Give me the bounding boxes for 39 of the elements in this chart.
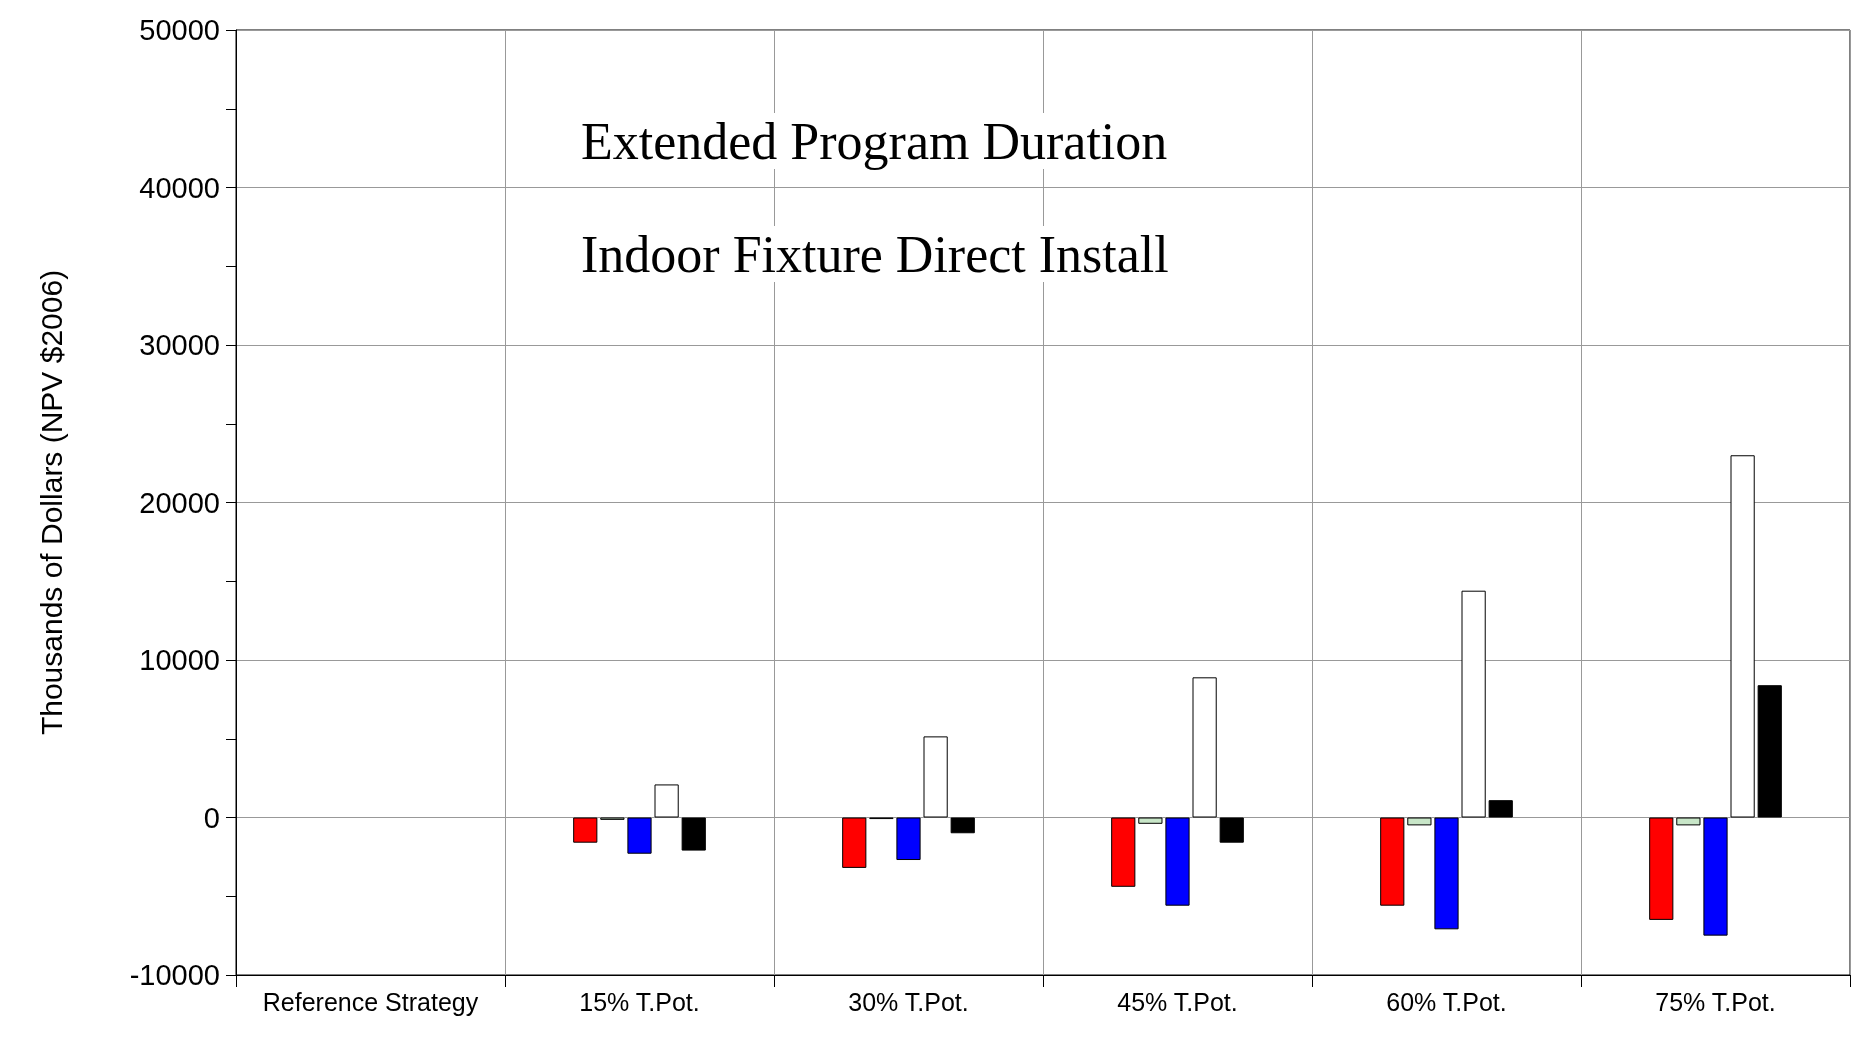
x-tick-label: 45% T.Pot. — [1117, 987, 1238, 1016]
y-axis-title: Thousands of Dollars (NPV $2006) — [34, 269, 68, 736]
bar — [1138, 817, 1163, 824]
bar — [842, 817, 867, 868]
y-tick-label: 20000 — [139, 486, 220, 519]
bar — [923, 736, 948, 818]
bar — [1676, 817, 1701, 826]
bar — [1111, 817, 1136, 887]
x-tick-label: 15% T.Pot. — [579, 987, 700, 1016]
text: Extended Program Duration — [581, 112, 1168, 170]
bar — [896, 817, 921, 861]
bar — [654, 784, 679, 818]
bar — [1488, 800, 1513, 818]
y-tick-label: 40000 — [139, 171, 220, 204]
x-tick-label: 60% T.Pot. — [1386, 987, 1507, 1016]
y-tick-label: 30000 — [139, 329, 220, 361]
y-tick-label: 0 — [203, 801, 220, 834]
bar — [1703, 817, 1728, 936]
bar — [1649, 817, 1674, 920]
text: Indoor Fixture Direct Install — [581, 225, 1169, 283]
bar — [1730, 455, 1755, 818]
y-tick-label: 10000 — [139, 644, 220, 676]
bar — [627, 817, 652, 854]
x-tick-label: 30% T.Pot. — [848, 987, 969, 1016]
bar — [950, 817, 975, 834]
bar — [1461, 590, 1486, 818]
bar — [1192, 677, 1217, 818]
x-tick-label: Reference Strategy — [262, 987, 479, 1016]
bar — [573, 817, 598, 843]
bar — [681, 817, 706, 851]
bar — [1219, 817, 1244, 843]
bar — [1407, 817, 1432, 826]
x-tick-label: 75% T.Pot. — [1655, 987, 1776, 1016]
bar — [1165, 817, 1190, 906]
y-tick-label: 50000 — [139, 14, 220, 46]
bar — [1757, 685, 1782, 818]
y-tick-label: -10000 — [129, 959, 220, 991]
bar — [1380, 817, 1405, 906]
bar — [1434, 817, 1459, 930]
